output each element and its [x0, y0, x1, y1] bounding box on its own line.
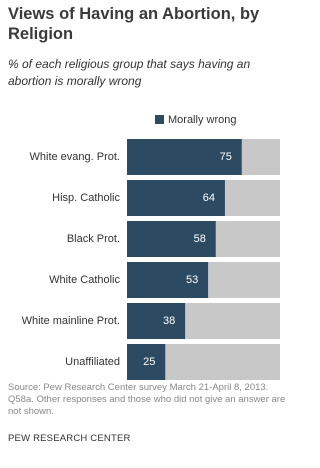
legend-swatch	[155, 115, 164, 124]
category-label: Unaffiliated	[65, 356, 120, 368]
category-label: Hisp. Catholic	[52, 192, 120, 204]
legend-label: Morally wrong	[168, 114, 236, 126]
category-label: Black Prot.	[67, 233, 120, 245]
value-label: 64	[203, 192, 215, 204]
chart-title: Views of Having an Abortion, by Religion	[8, 5, 260, 43]
bar	[127, 262, 209, 298]
value-label: 25	[143, 356, 155, 368]
category-label: White mainline Prot.	[22, 315, 120, 327]
value-label: 75	[220, 151, 232, 163]
value-label: 58	[194, 233, 206, 245]
bar	[127, 221, 216, 257]
chart: Morally wrong White evang. Prot. 75 Hisp. C…	[22, 114, 280, 380]
category-label: White evang. Prot.	[30, 151, 121, 163]
source-note: Source: Pew Research Center survey March…	[8, 382, 286, 417]
bar	[127, 180, 225, 216]
bar	[127, 303, 186, 339]
category-label: White Catholic	[49, 274, 120, 286]
bar	[127, 139, 242, 175]
chart-subtitle: % of each religious group that says havi…	[8, 57, 251, 88]
credit: PEW RESEARCH CENTER	[8, 433, 131, 444]
value-label: 53	[186, 274, 198, 286]
value-label: 38	[163, 315, 175, 327]
page: Views of Having an Abortion, by Religion…	[8, 5, 286, 444]
bar	[127, 344, 166, 380]
